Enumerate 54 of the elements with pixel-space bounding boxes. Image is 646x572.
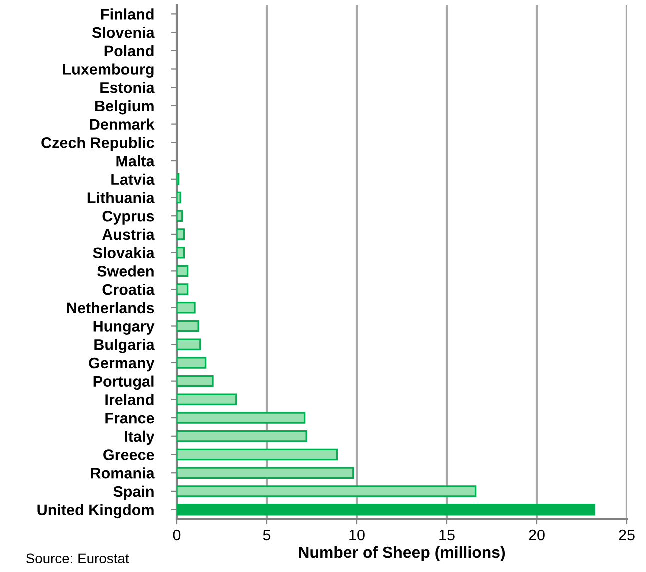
bar [177, 265, 189, 278]
y-tick-label: Sweden [97, 266, 154, 277]
x-axis-title: Number of Sheep (millions) [299, 546, 506, 562]
bar [177, 192, 182, 204]
y-tick-label: Greece [104, 450, 154, 460]
y-tick-label: Germany [89, 358, 155, 372]
y-tick-label: United Kingdom [38, 504, 154, 519]
y-tick-label: Finland [101, 8, 154, 20]
bar [177, 430, 308, 442]
bar [177, 302, 196, 314]
x-tick-label: 20 [529, 530, 545, 541]
y-tick-label: Bulgaria [94, 339, 155, 354]
bar [177, 486, 477, 498]
y-tick-label: Czech Republic [42, 137, 154, 152]
x-tick-label: 25 [619, 530, 635, 541]
bar [177, 394, 238, 406]
bar [177, 357, 207, 369]
bar [177, 228, 186, 240]
x-tick-label: 15 [440, 530, 455, 541]
y-tick-label: Slovenia [92, 27, 155, 38]
y-tick-label: Estonia [100, 82, 155, 94]
y-tick-label: Spain [114, 486, 154, 500]
bar [177, 375, 214, 388]
y-tick-label: Ireland [106, 394, 154, 406]
x-tick-label: 0 [173, 530, 181, 541]
x-tick-label: 10 [350, 530, 365, 541]
y-tick-label: Luxembourg [63, 64, 154, 78]
y-tick-label: Poland [104, 45, 154, 57]
y-tick-label: Lithuania [88, 192, 155, 204]
bar [177, 210, 184, 222]
bar [177, 284, 189, 296]
y-tick-label: Denmark [90, 118, 155, 130]
y-tick-label: Croatia [102, 284, 155, 296]
y-tick-label: Portugal [94, 376, 154, 390]
bar [177, 467, 354, 479]
y-tick-label: Hungary [94, 321, 155, 335]
x-tick-label: 5 [263, 530, 271, 541]
y-tick-label: Cyprus [102, 210, 154, 225]
y-tick-label: Netherlands [68, 302, 154, 314]
source-note: Source: Eurostat [26, 554, 130, 564]
y-tick-label: Belgium [96, 100, 154, 115]
bar [177, 412, 306, 424]
bar [177, 448, 338, 461]
y-tick-label: Latvia [112, 174, 155, 186]
y-tick-label: Slovakia [93, 247, 155, 259]
y-tick-label: Malta [116, 156, 155, 167]
y-tick-label: Italy [125, 430, 155, 446]
bar [177, 320, 200, 332]
bar [177, 246, 186, 259]
y-tick-label: Romania [91, 468, 155, 479]
bar [177, 504, 596, 516]
y-tick-label: Austria [102, 228, 155, 240]
y-tick-label: France [106, 413, 154, 424]
bar [177, 338, 202, 350]
